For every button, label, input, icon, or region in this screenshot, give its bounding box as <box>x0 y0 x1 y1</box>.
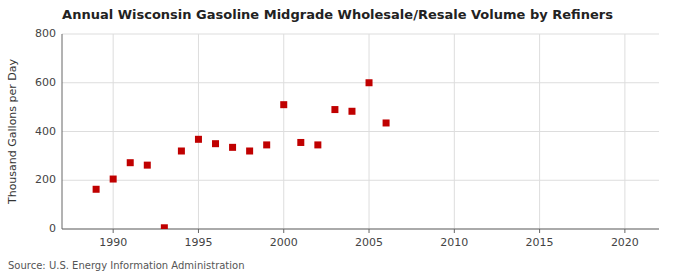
x-tick-label: 2020 <box>611 236 639 249</box>
point <box>195 136 202 143</box>
x-tick <box>454 229 455 233</box>
y-tick-label: 400 <box>35 125 56 138</box>
point <box>280 101 287 108</box>
x-grid-line <box>624 34 625 229</box>
x-tick-label: 2005 <box>355 236 383 249</box>
x-tick-label: 1990 <box>99 236 127 249</box>
x-tick-label: 1995 <box>184 236 212 249</box>
title: Annual Wisconsin Gasoline Midgrade Whole… <box>62 7 613 22</box>
y-grid-line <box>62 180 659 181</box>
point <box>212 140 219 147</box>
x-tick <box>539 229 540 233</box>
grid <box>62 34 659 229</box>
point <box>366 79 373 86</box>
marks <box>93 79 390 229</box>
point <box>314 141 321 148</box>
y-grid-line <box>62 131 659 132</box>
point <box>383 119 390 126</box>
point <box>348 108 355 115</box>
x-tick-label: 2010 <box>440 236 468 249</box>
y-tick-label: 600 <box>35 76 56 89</box>
x-grid-line <box>283 34 284 229</box>
chart-svg: 0 200 400 600 800 1990 1995 2000 2005 2010 2015 202… <box>0 0 675 275</box>
x-tick <box>113 229 114 233</box>
x-grid-line <box>369 34 370 229</box>
point <box>93 186 100 193</box>
point <box>127 159 134 166</box>
x-axis-line <box>62 229 659 230</box>
x-grid-line <box>113 34 114 229</box>
y-grid-line <box>62 229 659 230</box>
x-tick <box>283 229 284 233</box>
x-grid-line <box>198 34 199 229</box>
point <box>144 162 151 169</box>
x-tick-label: 2000 <box>270 236 298 249</box>
y-tick-label: 0 <box>49 222 56 235</box>
y-axis-line <box>62 34 63 229</box>
point <box>178 148 185 155</box>
x-tick-label: 2015 <box>526 236 554 249</box>
x-tick <box>624 229 625 233</box>
point <box>110 176 117 183</box>
x-tick <box>198 229 199 233</box>
y-grid-line <box>62 82 659 83</box>
y-tick-label: 800 <box>35 27 56 40</box>
y-axis-label: Thousand Gallons per Day <box>6 58 19 205</box>
x-grid-line <box>454 34 455 229</box>
x-tick <box>369 229 370 233</box>
point <box>246 148 253 155</box>
point <box>331 106 338 113</box>
source: Source: U.S. Energy Information Administ… <box>8 260 245 271</box>
y-tick-label: 200 <box>35 173 56 186</box>
x-grid-line <box>539 34 540 229</box>
point <box>297 139 304 146</box>
point <box>263 141 270 148</box>
chart-container: 0 200 400 600 800 1990 1995 2000 2005 2010 2015 202… <box>0 0 675 275</box>
point <box>229 144 236 151</box>
point <box>161 224 168 229</box>
y-grid-line <box>62 34 659 35</box>
